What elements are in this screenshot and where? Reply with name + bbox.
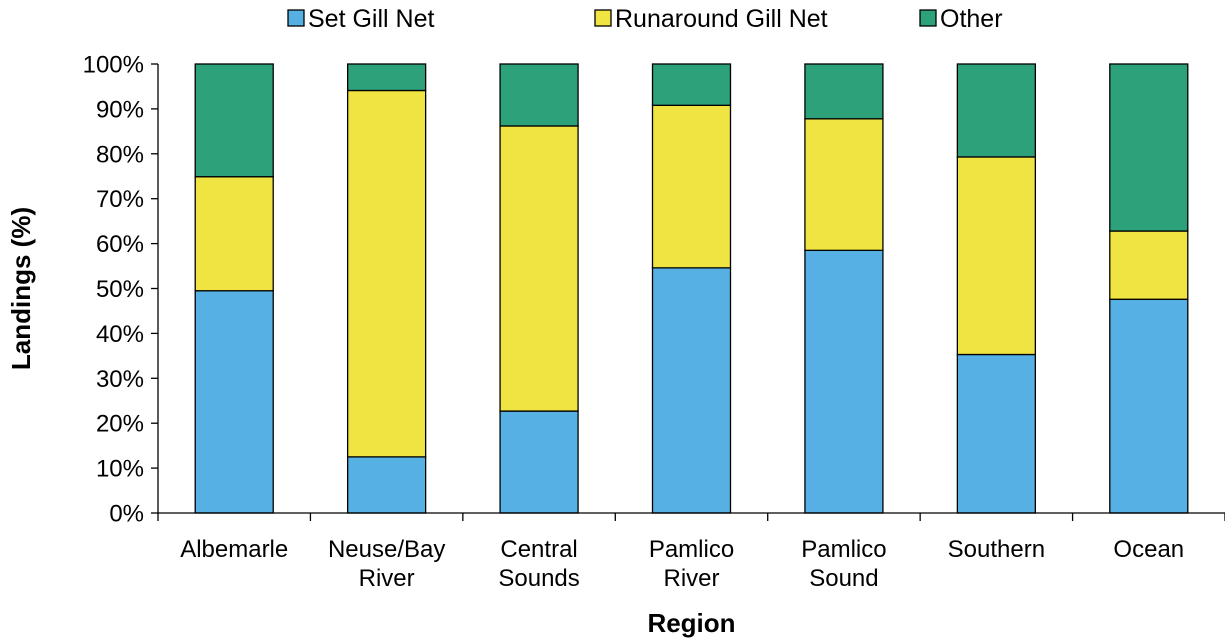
x-category-label-line: Sound bbox=[809, 565, 878, 592]
bar-segment-runaround-gill-net-3 bbox=[651, 104, 732, 269]
x-category-label: Albemarle bbox=[180, 536, 288, 563]
x-category-label: Pamlico Sound bbox=[801, 536, 886, 592]
bar-segment-other-1 bbox=[346, 63, 427, 92]
y-tick-label: 20% bbox=[96, 411, 144, 438]
plot-bars bbox=[194, 63, 1189, 514]
bar-segment-runaround-gill-net-4 bbox=[804, 118, 884, 251]
x-category-label-line: Neuse/Bay bbox=[328, 536, 445, 563]
legend-swatch bbox=[287, 9, 305, 27]
bar-segment-other-0 bbox=[194, 63, 274, 178]
legend-label: Other bbox=[940, 5, 1003, 33]
bar-segment-other-3 bbox=[651, 63, 732, 106]
x-axis-title: Region bbox=[647, 608, 735, 638]
bar-segment-set-gill-net-0 bbox=[194, 290, 274, 514]
x-category-label: Neuse/Bay River bbox=[328, 536, 445, 592]
x-category-label-line: Ocean bbox=[1113, 536, 1184, 563]
bar-segment-set-gill-net-1 bbox=[346, 456, 427, 514]
bar-segment-runaround-gill-net-5 bbox=[956, 156, 1037, 356]
legend: Set Gill Net Runaround Gill Net Other bbox=[287, 5, 1003, 33]
x-category-label-line: Central bbox=[500, 536, 577, 563]
bar-segment-runaround-gill-net-2 bbox=[499, 125, 579, 412]
y-tick-label: 60% bbox=[96, 231, 144, 258]
bar-segment-runaround-gill-net-0 bbox=[194, 176, 274, 292]
x-category-label: Pamlico River bbox=[649, 536, 734, 592]
y-tick-label: 70% bbox=[96, 186, 144, 213]
bar-segment-other-6 bbox=[1109, 63, 1189, 232]
bar-segment-set-gill-net-6 bbox=[1109, 298, 1189, 514]
x-category-label-line: Sounds bbox=[498, 565, 579, 592]
y-tick-label: 90% bbox=[96, 96, 144, 123]
legend-label: Runaround Gill Net bbox=[615, 5, 828, 33]
bar-segment-runaround-gill-net-6 bbox=[1109, 230, 1189, 300]
legend-swatch bbox=[594, 9, 612, 27]
bar-segment-runaround-gill-net-1 bbox=[346, 89, 427, 458]
y-tick-label: 10% bbox=[96, 456, 144, 483]
axes bbox=[151, 63, 1225, 521]
bar-segment-other-5 bbox=[956, 63, 1037, 158]
bar-segment-other-2 bbox=[499, 63, 579, 127]
bar-segment-set-gill-net-2 bbox=[499, 410, 579, 514]
x-category-label: Ocean bbox=[1113, 536, 1184, 563]
y-tick-label: 80% bbox=[96, 141, 144, 168]
bar-segment-other-4 bbox=[804, 63, 884, 120]
x-category-label-line: Pamlico bbox=[801, 536, 886, 563]
y-tick-label: 0% bbox=[109, 501, 144, 528]
x-category-label-line: Albemarle bbox=[180, 536, 288, 563]
x-category-label: Southern bbox=[948, 536, 1045, 563]
bar-segment-set-gill-net-4 bbox=[804, 249, 884, 514]
x-category-label-line: River bbox=[359, 565, 415, 592]
y-tick-label: 40% bbox=[96, 321, 144, 348]
bar-segment-set-gill-net-3 bbox=[651, 267, 732, 514]
legend-label: Set Gill Net bbox=[308, 5, 434, 33]
y-axis-title: Landings (%) bbox=[6, 207, 36, 370]
x-category-label: Central Sounds bbox=[498, 536, 579, 592]
x-category-label-line: Southern bbox=[948, 536, 1045, 563]
x-category-label-line: River bbox=[663, 565, 719, 592]
legend-swatch bbox=[919, 9, 937, 27]
bar-segment-set-gill-net-5 bbox=[956, 353, 1037, 514]
y-tick-label: 30% bbox=[96, 366, 144, 393]
y-tick-label: 50% bbox=[96, 276, 144, 303]
y-tick-labels: 0% 10% 20% 30% 40% 50% 60% 70% 80% 90% 100% bbox=[83, 52, 144, 528]
y-tick-label: 100% bbox=[83, 52, 144, 79]
x-category-label-line: Pamlico bbox=[649, 536, 734, 563]
